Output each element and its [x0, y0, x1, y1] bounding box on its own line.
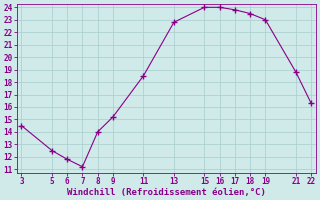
- X-axis label: Windchill (Refroidissement éolien,°C): Windchill (Refroidissement éolien,°C): [67, 188, 266, 197]
